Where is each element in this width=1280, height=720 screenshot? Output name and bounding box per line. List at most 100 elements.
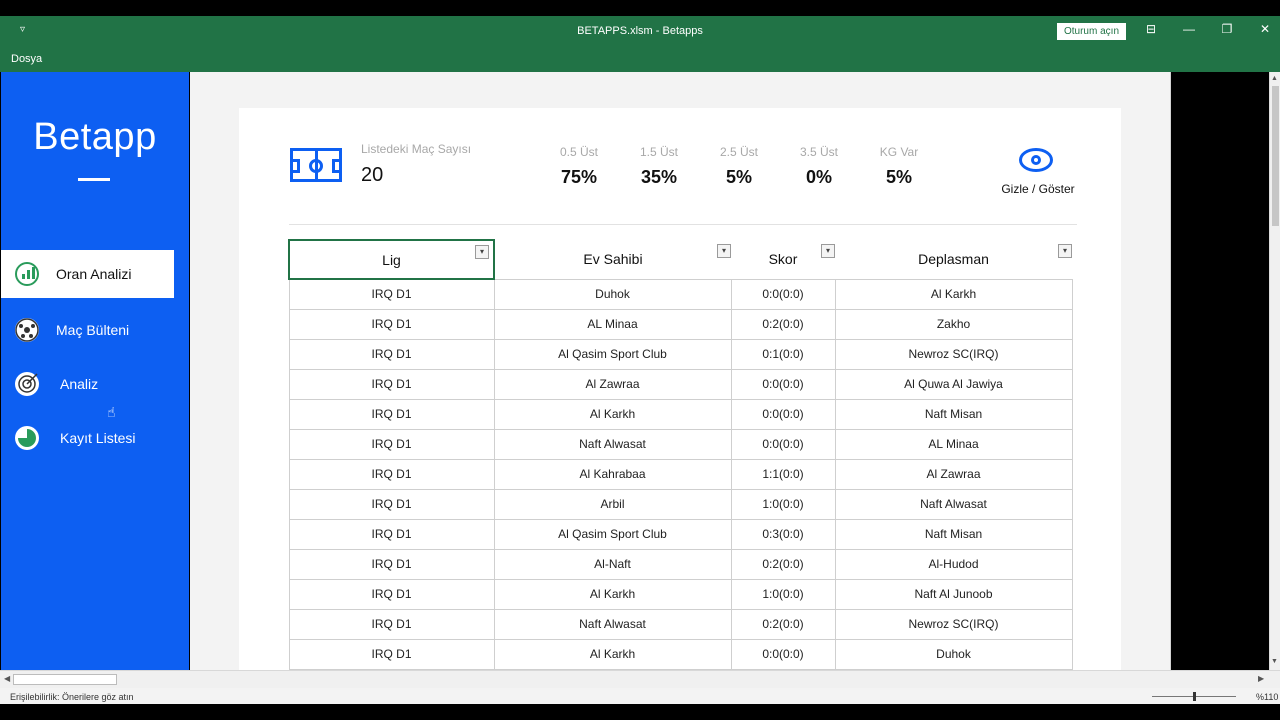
table-cell[interactable]: 1:0(0:0) [730, 578, 836, 610]
zoom-level[interactable]: %110 [1256, 692, 1279, 702]
sidebar-item-kayit-listesi[interactable]: Kayıt Listesi [1, 414, 174, 462]
toggle-visibility-button[interactable]: Gizle / Göster [1001, 182, 1075, 196]
header-skor[interactable]: Skor ▾ [731, 240, 835, 279]
filter-dropdown-icon[interactable]: ▾ [475, 245, 489, 259]
stat-label: KG Var [879, 145, 919, 159]
table-cell[interactable]: Al-Hudod [834, 548, 1073, 580]
match-count-label: Listedeki Maç Sayısı [361, 142, 472, 156]
table-cell[interactable]: Al Karkh [493, 638, 732, 670]
table-cell[interactable]: Naft Misan [834, 518, 1073, 550]
table-cell[interactable]: 0:0(0:0) [730, 278, 836, 310]
table-cell[interactable]: 0:0(0:0) [730, 398, 836, 430]
table-cell[interactable]: IRQ D1 [288, 308, 495, 340]
table-cell[interactable]: 0:0(0:0) [730, 638, 836, 670]
minimize-icon[interactable]: — [1183, 22, 1195, 36]
table-cell[interactable]: 0:3(0:0) [730, 518, 836, 550]
stat-value: 0% [805, 167, 832, 187]
logo-underline [78, 178, 110, 181]
table-cell[interactable]: Naft Alwasat [493, 608, 732, 640]
filter-dropdown-icon[interactable]: ▾ [1058, 244, 1072, 258]
table-cell[interactable]: 1:1(0:0) [730, 458, 836, 490]
header-deplasman[interactable]: Deplasman ▾ [835, 240, 1072, 279]
table-cell[interactable]: Al Kahrabaa [493, 458, 732, 490]
table-cell[interactable]: Duhok [834, 638, 1073, 670]
top-black-bar [0, 0, 1280, 16]
horizontal-scrollbar[interactable]: ◀ ▶ [0, 670, 1280, 688]
close-icon[interactable]: ✕ [1259, 22, 1271, 36]
restore-icon[interactable]: ❐ [1221, 22, 1233, 36]
stat-label: 3.5 Üst [799, 145, 838, 159]
table-cell[interactable]: IRQ D1 [288, 398, 495, 430]
column-divider [1170, 72, 1171, 670]
table-cell[interactable]: IRQ D1 [288, 578, 495, 610]
table-cell[interactable]: IRQ D1 [288, 488, 495, 520]
table-cell[interactable]: Newroz SC(IRQ) [834, 608, 1073, 640]
vertical-scroll-thumb[interactable] [1272, 86, 1279, 226]
vertical-scrollbar[interactable]: ▲ ▼ [1269, 72, 1280, 670]
sidebar-item-analiz[interactable]: Analiz [1, 360, 174, 408]
ribbon-display-icon[interactable]: ⊟ [1145, 22, 1157, 36]
sidebar-item-label: Kayıt Listesi [60, 430, 136, 446]
table-row: IRQ D1 Duhok 0:0(0:0) Al Karkh [288, 278, 1073, 310]
table-cell[interactable]: Naft Al Junoob [834, 578, 1073, 610]
table-cell[interactable]: Al Zawraa [834, 458, 1073, 490]
table-cell[interactable]: Naft Misan [834, 398, 1073, 430]
quick-access-icon[interactable]: ▿ [20, 24, 26, 35]
table-cell[interactable]: IRQ D1 [288, 548, 495, 580]
sidebar-item-label: Maç Bülteni [56, 322, 130, 338]
table-cell[interactable]: Duhok [493, 278, 732, 310]
header-ev-sahibi[interactable]: Ev Sahibi ▾ [494, 240, 731, 279]
table-cell[interactable]: Al Qasim Sport Club [493, 338, 732, 370]
table-cell[interactable]: Al Karkh [493, 578, 732, 610]
table-cell[interactable]: IRQ D1 [288, 428, 495, 460]
table-cell[interactable]: 0:2(0:0) [730, 548, 836, 580]
table-cell[interactable]: IRQ D1 [288, 518, 495, 550]
table-cell[interactable]: 0:1(0:0) [730, 338, 836, 370]
app-logo: Betapp [33, 116, 157, 158]
file-menu[interactable]: Dosya [11, 53, 43, 65]
table-cell[interactable]: IRQ D1 [288, 608, 495, 640]
horizontal-scroll-thumb[interactable] [13, 674, 117, 685]
table-cell[interactable]: Al Karkh [493, 398, 732, 430]
signin-button[interactable]: Oturum açın [1057, 23, 1126, 40]
soccer-ball-icon [15, 318, 39, 342]
table-cell[interactable]: Al Karkh [834, 278, 1073, 310]
accessibility-status[interactable]: Erişilebilirlik: Önerilere göz atın [10, 692, 134, 702]
football-field-icon [290, 148, 342, 182]
table-cell[interactable]: IRQ D1 [288, 368, 495, 400]
filter-dropdown-icon[interactable]: ▾ [717, 244, 731, 258]
table-cell[interactable]: Newroz SC(IRQ) [834, 338, 1073, 370]
table-cell[interactable]: Al Zawraa [493, 368, 732, 400]
bar-chart-icon [15, 262, 39, 286]
stat-label: 0.5 Üst [559, 145, 598, 159]
table-cell[interactable]: 0:2(0:0) [730, 308, 836, 340]
sidebar-item-oran-analizi[interactable]: Oran Analizi [1, 250, 174, 298]
table-cell[interactable]: IRQ D1 [288, 458, 495, 490]
table-cell[interactable]: 0:0(0:0) [730, 368, 836, 400]
table-cell[interactable]: IRQ D1 [288, 278, 495, 310]
header-lig[interactable]: Lig ▾ [288, 239, 495, 280]
table-cell[interactable]: AL Minaa [834, 428, 1073, 460]
table-cell[interactable]: Arbil [493, 488, 732, 520]
status-bar: Erişilebilirlik: Önerilere göz atın %110 [0, 688, 1280, 704]
table-cell[interactable]: 0:0(0:0) [730, 428, 836, 460]
table-cell[interactable]: Naft Alwasat [493, 428, 732, 460]
eye-icon[interactable] [1019, 148, 1053, 172]
zoom-slider-knob[interactable] [1193, 692, 1196, 701]
table-cell[interactable]: Al-Naft [493, 548, 732, 580]
table-cell[interactable]: Naft Alwasat [834, 488, 1073, 520]
table-cell[interactable]: IRQ D1 [288, 338, 495, 370]
table-row: IRQ D1 Al Karkh 1:0(0:0) Naft Al Junoob [288, 578, 1073, 610]
table-cell[interactable]: 0:2(0:0) [730, 608, 836, 640]
filter-dropdown-icon[interactable]: ▾ [821, 244, 835, 258]
stat-kg-var: KG Var 5% [864, 145, 934, 188]
table-header-row: Lig ▾ Ev Sahibi ▾ Skor ▾ Deplasman ▾ [288, 239, 1072, 280]
table-cell[interactable]: Al Quwa Al Jawiya [834, 368, 1073, 400]
table-cell[interactable]: 1:0(0:0) [730, 488, 836, 520]
table-cell[interactable]: IRQ D1 [288, 638, 495, 670]
sidebar-item-mac-bulteni[interactable]: Maç Bülteni [1, 306, 174, 354]
table-cell[interactable]: Al Qasim Sport Club [493, 518, 732, 550]
table-cell[interactable]: AL Minaa [493, 308, 732, 340]
table-cell[interactable]: Zakho [834, 308, 1073, 340]
stat-value: 75% [560, 167, 598, 187]
